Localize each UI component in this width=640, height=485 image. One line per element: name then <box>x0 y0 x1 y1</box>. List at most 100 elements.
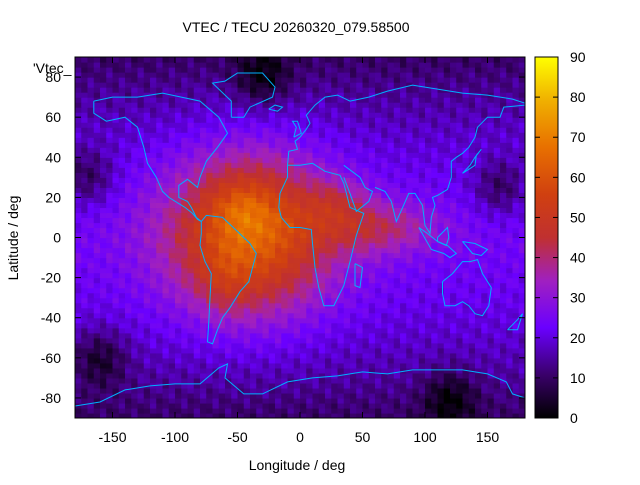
heatmap-cell <box>393 367 401 374</box>
heatmap-cell <box>256 212 264 219</box>
heatmap-cell <box>250 347 257 354</box>
heatmap-cell <box>343 142 351 148</box>
heatmap-cell <box>281 257 289 264</box>
heatmap-cell <box>387 227 395 234</box>
heatmap-cell <box>500 82 507 88</box>
heatmap-cell <box>462 162 470 168</box>
heatmap-cell <box>456 357 464 364</box>
heatmap-cell <box>137 177 145 183</box>
heatmap-cell <box>112 377 120 384</box>
heatmap-cell <box>81 217 89 224</box>
heatmap-cell <box>137 222 145 229</box>
heatmap-cell <box>318 232 326 239</box>
heatmap-cell <box>143 167 151 173</box>
heatmap-cell <box>206 122 214 128</box>
heatmap-cell <box>425 407 432 414</box>
heatmap-cell <box>118 312 126 319</box>
heatmap-cell <box>512 342 520 349</box>
heatmap-cell <box>206 327 214 334</box>
heatmap-cell <box>325 307 332 314</box>
heatmap-cell <box>168 222 176 229</box>
heatmap-cell <box>193 207 201 214</box>
heatmap-cell <box>312 192 320 198</box>
heatmap-cell <box>81 157 89 163</box>
heatmap-cell <box>381 97 389 103</box>
heatmap-cell <box>125 247 132 254</box>
heatmap-cell <box>262 107 270 113</box>
heatmap-cell <box>481 217 489 224</box>
heatmap-cell <box>143 312 151 319</box>
heatmap-cell <box>106 247 114 254</box>
heatmap-cell <box>387 397 395 404</box>
heatmap-cell <box>125 87 132 93</box>
heatmap-cell <box>212 397 220 404</box>
heatmap-cell <box>212 312 220 319</box>
heatmap-cell <box>162 187 170 193</box>
heatmap-cell <box>518 72 525 78</box>
heatmap-cell <box>187 257 195 264</box>
heatmap-cell <box>206 192 214 198</box>
heatmap-cell <box>518 177 525 183</box>
heatmap-cell <box>175 352 182 359</box>
heatmap-cell <box>318 187 326 193</box>
heatmap-cell <box>100 297 107 304</box>
heatmap-cell <box>112 317 120 324</box>
heatmap-cell <box>125 407 132 414</box>
heatmap-cell <box>112 67 120 73</box>
heatmap-cell <box>250 172 257 178</box>
heatmap-cell <box>325 267 332 274</box>
heatmap-cell <box>375 287 382 294</box>
heatmap-cell <box>168 162 176 168</box>
heatmap-cell <box>125 162 132 168</box>
heatmap-cell <box>168 122 176 128</box>
heatmap-cell <box>362 152 370 158</box>
heatmap-cell <box>243 302 251 309</box>
heatmap-cell <box>287 377 295 384</box>
heatmap-cell <box>518 112 525 118</box>
heatmap-cell <box>375 407 382 414</box>
heatmap-cell <box>150 112 157 118</box>
heatmap-cell <box>137 232 145 239</box>
heatmap-cell <box>437 112 445 118</box>
heatmap-cell <box>487 412 495 418</box>
heatmap-cell <box>400 412 407 418</box>
heatmap-cell <box>312 127 320 133</box>
heatmap-cell <box>287 182 295 188</box>
heatmap-cell <box>375 397 382 404</box>
heatmap-cell <box>162 72 170 78</box>
heatmap-cell <box>518 222 525 229</box>
heatmap-cell <box>218 337 226 344</box>
heatmap-cell <box>306 202 314 209</box>
heatmap-cell <box>256 282 264 289</box>
heatmap-cell <box>162 142 170 148</box>
heatmap-cell <box>468 252 476 259</box>
heatmap-cell <box>125 402 132 409</box>
heatmap-cell <box>318 312 326 319</box>
heatmap-cell <box>362 112 370 118</box>
heatmap-cell <box>300 182 307 188</box>
heatmap-cell <box>93 147 101 153</box>
heatmap-cell <box>106 347 114 354</box>
heatmap-cell <box>393 122 401 128</box>
heatmap-cell <box>187 112 195 118</box>
heatmap-cell <box>293 237 301 244</box>
heatmap-cell <box>281 357 289 364</box>
heatmap-cell <box>256 162 264 168</box>
heatmap-cell <box>250 77 257 83</box>
heatmap-cell <box>193 217 201 224</box>
heatmap-cell <box>106 82 114 88</box>
heatmap-cell <box>493 77 501 83</box>
heatmap-cell <box>512 397 520 404</box>
heatmap-cell <box>387 82 395 88</box>
heatmap-cell <box>243 172 251 178</box>
heatmap-cell <box>493 407 501 414</box>
heatmap-cell <box>362 277 370 284</box>
heatmap-cell <box>150 227 157 234</box>
heatmap-cell <box>375 92 382 98</box>
heatmap-cell <box>306 177 314 183</box>
heatmap-cell <box>487 402 495 409</box>
heatmap-cell <box>93 92 101 98</box>
heatmap-cell <box>337 312 345 319</box>
heatmap-cell <box>262 82 270 88</box>
heatmap-cell <box>200 152 207 158</box>
